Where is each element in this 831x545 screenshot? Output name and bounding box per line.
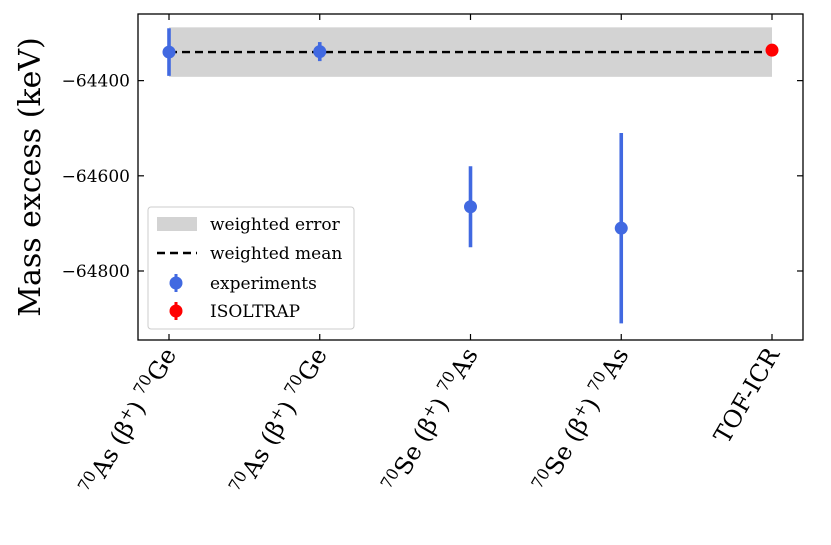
data-point-experiments-2	[464, 200, 477, 214]
x-tick-label-4: TOF-ICR	[708, 342, 785, 448]
x-tick-label-1: 70As (β+) 70Ge	[224, 342, 333, 500]
data-point-isoltrap-0	[765, 43, 779, 57]
y-tick-label-1: −64600	[62, 167, 130, 187]
legend: weighted error weighted mean experiments…	[147, 206, 355, 330]
data-point-experiments-0	[162, 45, 176, 59]
legend-experiments-label: experiments	[210, 274, 317, 294]
legend-exp-swatch-marker	[169, 276, 183, 290]
y-tick-label-0: −64400	[62, 72, 130, 92]
data-point-experiments-3	[614, 221, 628, 235]
y-axis-label: Mass excess (keV)	[13, 37, 48, 317]
legend-experiments-swatch	[169, 274, 183, 292]
x-tick-label-3: 70Se (β+) 70As	[527, 342, 635, 498]
legend-weighted-error-swatch	[157, 217, 197, 231]
legend-box	[147, 206, 355, 330]
legend-weighted-mean-label: weighted mean	[210, 244, 342, 264]
data-point-experiments-1	[313, 45, 327, 59]
x-tick-label-0: 70As (β+) 70Ge	[73, 342, 182, 500]
x-tick-label-2: 70Se (β+) 70As	[376, 342, 484, 498]
legend-iso-swatch-marker	[169, 304, 183, 318]
y-tick-label-2: −64800	[62, 262, 130, 282]
legend-isoltrap-swatch	[169, 302, 183, 320]
legend-weighted-error-label: weighted error	[210, 215, 341, 235]
legend-isoltrap-label: ISOLTRAP	[210, 302, 300, 322]
